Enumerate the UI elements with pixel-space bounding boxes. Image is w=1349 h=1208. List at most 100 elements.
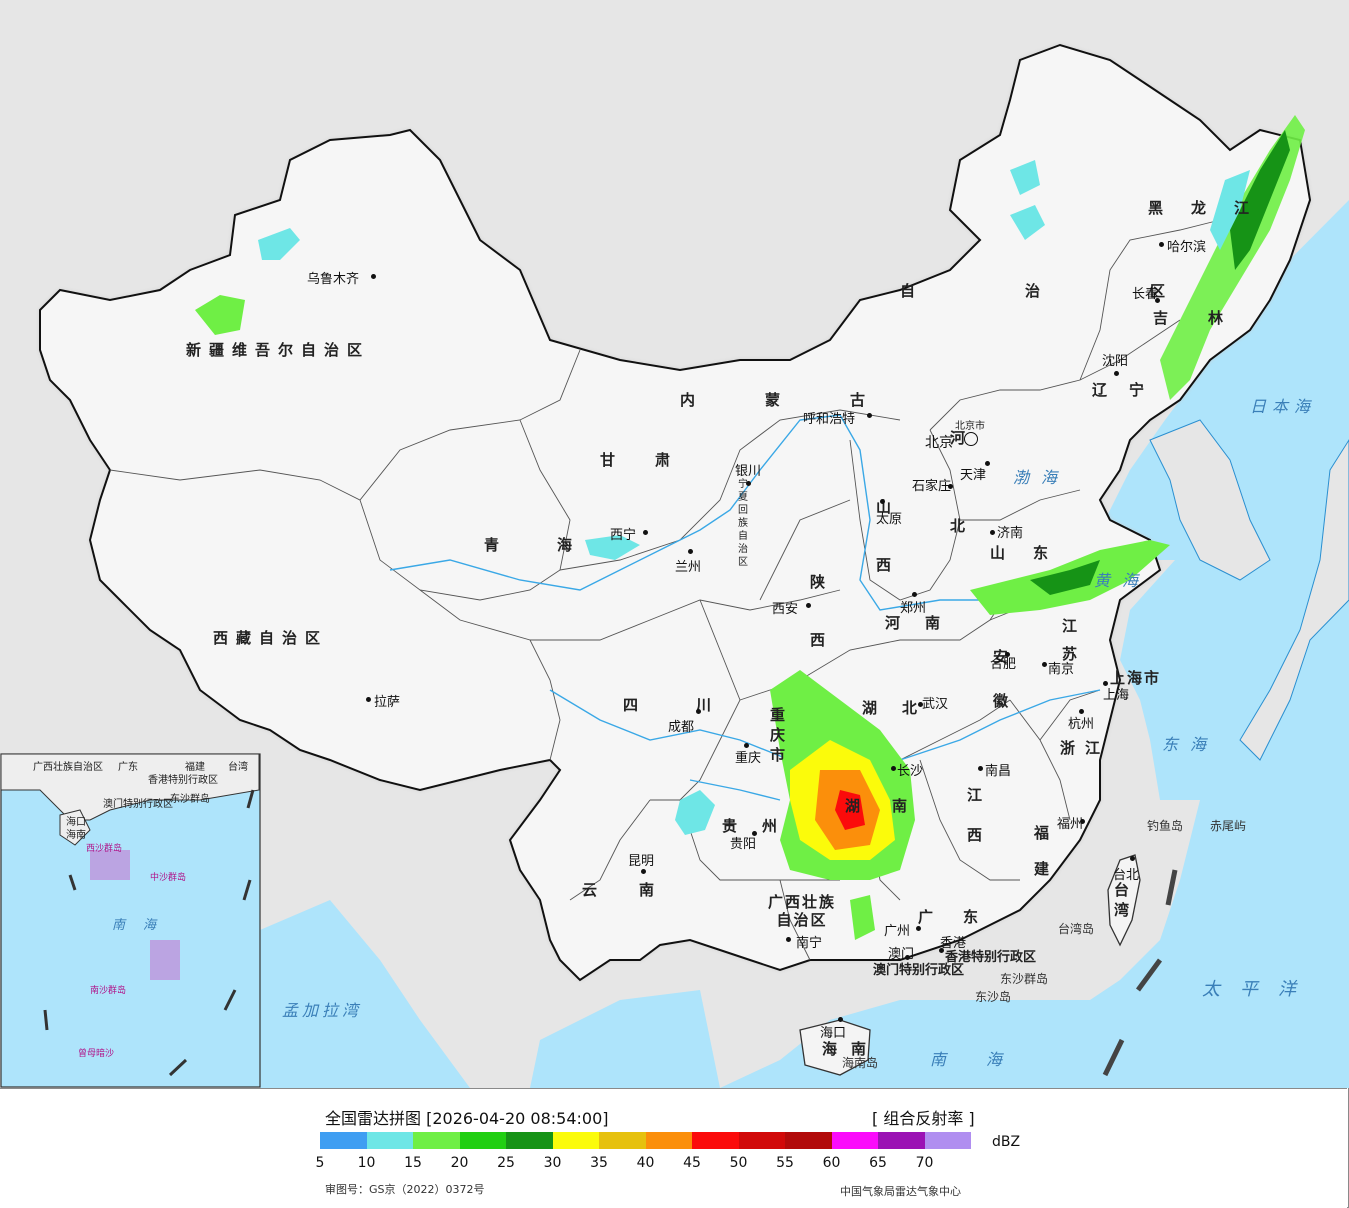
colorbar-segment — [878, 1132, 925, 1149]
province-label-neimenggu-2: 自治区 — [900, 282, 1276, 300]
island-label-dongshadao: 东沙岛 — [975, 990, 1012, 1004]
city-dot-hongkong — [939, 948, 944, 953]
province-label-shanghai: 上海市 — [1110, 669, 1162, 687]
city-label-yinchuan: 银川 — [735, 464, 762, 479]
sea-bengal — [260, 900, 470, 1088]
province-label-jilin: 吉林 — [1153, 309, 1264, 327]
echo-northeast-edge — [1210, 170, 1250, 250]
colorbar-tick-label: 60 — [822, 1155, 841, 1171]
colorbar-tick-label: 20 — [450, 1155, 469, 1171]
colorbar-segment — [320, 1132, 367, 1149]
city-dot-shenyang — [1114, 371, 1119, 376]
city-label-wuhan: 武汉 — [922, 697, 949, 712]
city-label-lhasa: 拉萨 — [374, 695, 401, 710]
echo-east-core — [1030, 560, 1100, 595]
city-dot-zhengzhou — [912, 592, 917, 597]
province-label-liaoning: 辽宁 — [1092, 381, 1167, 399]
city-dot-chongqing — [744, 743, 749, 748]
legend-product-mode: [ 组合反射率 ] — [872, 1109, 975, 1128]
city-dot-chengdu — [696, 709, 701, 714]
city-label-beijing: 北京 — [925, 435, 953, 451]
city-dot-hangzhou — [1079, 709, 1084, 714]
echo-gd — [850, 895, 875, 940]
province-label-guizhou: 贵州 — [722, 817, 803, 835]
province-label-hubei: 湖北 — [862, 699, 943, 717]
city-dot-haikou — [838, 1017, 843, 1022]
city-label-urumqi: 乌鲁木齐 — [307, 272, 360, 287]
province-label-qinghai: 青海 — [484, 536, 631, 554]
city-label-xian: 西安 — [772, 602, 799, 617]
city-label-lanzhou: 兰州 — [675, 560, 702, 575]
city-label-hefei: 合肥 — [990, 657, 1017, 672]
inset-label-nansha: 南沙群岛 — [90, 986, 127, 996]
colorbar-tick-label: 70 — [915, 1155, 934, 1171]
inset-label-macau: 澳门特别行政区 — [103, 799, 173, 810]
island-label-hainandao: 海南岛 — [842, 1056, 879, 1070]
china-land — [39, 43, 1312, 982]
city-label-macau: 澳门 — [888, 947, 915, 962]
city-dot-guangzhou — [916, 926, 921, 931]
province-label-shanxi: 山西 — [876, 498, 892, 574]
legend-title: 全国雷达拼图 [2026-04-20 08:54:00] — [325, 1109, 609, 1128]
province-label-jiangxi: 江西 — [967, 786, 983, 844]
island-label-diaoyudao: 钓鱼岛 — [1147, 819, 1184, 833]
city-dot-kunming — [641, 869, 646, 874]
city-label-hohhot: 呼和浩特 — [803, 412, 856, 427]
province-label-ningxia: 宁夏回族自治区 — [738, 479, 748, 568]
map-review-number: 审图号：GS京（2022）0372号 — [325, 1183, 485, 1196]
capital-icon — [964, 432, 978, 446]
echo-guizhou — [675, 790, 715, 835]
city-label-harbin: 哈尔滨 — [1167, 240, 1207, 255]
city-dot-lhasa — [366, 697, 371, 702]
city-dot-shanghai — [1103, 681, 1108, 686]
legend-panel: 全国雷达拼图 [2026-04-20 08:54:00] [ 组合反射率 ] 5… — [0, 1088, 1347, 1208]
korea-land — [1149, 419, 1271, 581]
sea-label-mengjialawan: 孟加拉湾 — [282, 1001, 363, 1020]
inset-label-xisha: 西沙群岛 — [86, 844, 123, 854]
inset-label-guangxi: 广西壮族自治区 — [33, 762, 103, 773]
city-dot-jinan — [990, 530, 995, 535]
echo-northeast-core — [1230, 130, 1290, 270]
city-label-jinan: 济南 — [997, 526, 1024, 541]
colorbar-tick-label: 35 — [590, 1155, 608, 1171]
province-label-xinjiang: 新疆维吾尔自治区 — [186, 341, 371, 359]
province-label-chongqing: 重庆市 — [770, 706, 786, 764]
city-label-hongkong: 香港 — [940, 936, 967, 951]
colorbar-segment — [831, 1132, 878, 1149]
colorbar-tick-label: 15 — [404, 1155, 422, 1171]
province-label-anhui: 安徽 — [993, 648, 1009, 710]
echo-xinjiang-1 — [195, 295, 245, 335]
city-dot-lanzhou — [688, 549, 693, 554]
radar-map — [0, 0, 1349, 1088]
city-label-shanghai: 上海 — [1103, 688, 1130, 703]
colorbar-segment — [506, 1132, 553, 1149]
city-label-taipei: 台北 — [1113, 868, 1140, 883]
city-label-fuzhou: 福州 — [1057, 817, 1084, 832]
sea-label-bohai: 渤海 — [1013, 468, 1070, 487]
city-dot-xining — [643, 530, 648, 535]
colorbar-segment — [738, 1132, 785, 1149]
sea-south — [530, 990, 720, 1088]
city-dot-wuhan — [918, 702, 923, 707]
legend-unit: dBZ — [992, 1134, 1021, 1150]
city-dot-changsha — [891, 766, 896, 771]
colorbar-segment — [413, 1132, 460, 1149]
colorbar-tick-label: 45 — [683, 1155, 701, 1171]
inset-label-guangdong: 广东 — [118, 762, 138, 773]
echo-neimeng — [1010, 160, 1040, 195]
colorbar-segment — [599, 1132, 646, 1149]
province-label-guangxi: 广西壮族自治区 — [767, 893, 836, 929]
province-label-gansu: 甘肃 — [600, 451, 711, 469]
city-dot-taipei — [1130, 856, 1135, 861]
province-label-hainan: 海南 — [822, 1040, 881, 1058]
province-label-shandong: 山东 — [990, 544, 1077, 562]
city-label-nanjing: 南京 — [1048, 662, 1075, 677]
province-label-xizang: 西藏自治区 — [213, 629, 329, 647]
province-label-yunnan: 云南 — [582, 881, 697, 899]
province-label-jiangsu: 江苏 — [1062, 617, 1078, 663]
province-label-fujian: 福建 — [1034, 824, 1050, 878]
city-label-changsha: 长沙 — [897, 764, 924, 779]
colorbar-segment — [459, 1132, 506, 1149]
city-dot-nanning — [786, 937, 791, 942]
city-dot-fuzhou — [1080, 819, 1085, 824]
